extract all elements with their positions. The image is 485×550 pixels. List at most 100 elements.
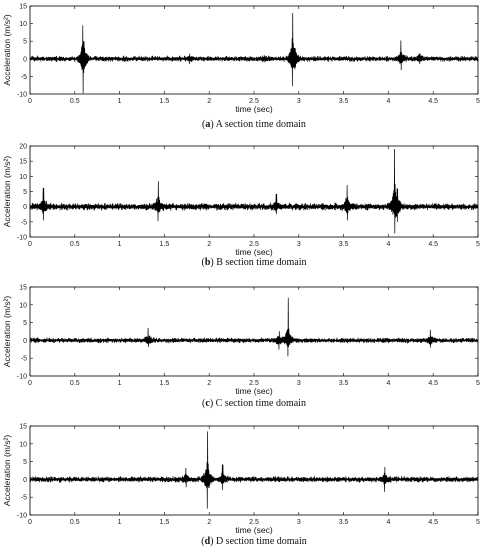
caption-paren: (: [202, 398, 206, 409]
y-tick-label: 0: [23, 56, 27, 63]
signal-series-b: [29, 149, 479, 234]
y-axis-label: Acceleration (m/s²): [2, 156, 12, 227]
x-tick-label: 1.5: [160, 98, 170, 105]
y-tick-label: -10: [17, 513, 27, 520]
y-tick-label: 0: [23, 204, 27, 211]
x-axis-label: time (sec): [235, 386, 272, 396]
x-tick-label: 3: [297, 241, 301, 248]
x-tick-label: 1: [118, 241, 122, 248]
chart-panel-a: 0 0.5 1 1.5 2 2.5 3 3.5 4 4.5 5 -10 -5 0 5 10 15 time (se…: [2, 4, 480, 131]
x-tick-label: 1.5: [160, 380, 170, 387]
x-tick-label: 3.5: [339, 98, 349, 105]
x-tick-label: 0: [28, 380, 32, 387]
x-tick-label: 4: [386, 380, 390, 387]
x-tick-label: 0: [28, 241, 32, 248]
x-tick-label: 0.5: [70, 98, 80, 105]
x-tick-label: 1: [118, 519, 122, 526]
y-tick-label: 5: [23, 39, 27, 46]
chart-panel-d: 0 0.5 1 1.5 2 2.5 3 3.5 4 4.5 5 -10 -5 0 5 10 15 time (se…: [2, 424, 480, 548]
chart-panel-c: 0 0.5 1 1.5 2 2.5 3 3.5 4 4.5 5 -10 -5 0 5 10 15 time (se…: [2, 285, 480, 410]
y-tick-label: 10: [19, 302, 27, 309]
x-tick-label: 3.5: [339, 241, 349, 248]
x-tick-label: 2: [207, 380, 211, 387]
chart-panel-b: 0 0.5 1 1.5 2 2.5 3 3.5 4 4.5 5 -10 -5 0 5 10 15 20 time (…: [2, 144, 480, 269]
x-tick-label: 2: [207, 241, 211, 248]
x-axis-label: time (sec): [235, 104, 272, 114]
x-tick-label: 3.5: [339, 380, 349, 387]
y-tick-label: 15: [19, 285, 27, 292]
x-tick-label: 1: [118, 98, 122, 105]
caption-paren: (: [202, 257, 206, 268]
x-tick-label: 0: [28, 519, 32, 526]
x-tick-label: 5: [476, 519, 480, 526]
x-tick-label: 2.5: [249, 98, 259, 105]
x-tick-label: 4.5: [428, 519, 438, 526]
panel-caption: (b) B section time domain: [202, 257, 307, 268]
x-tick-label: 3: [297, 98, 301, 105]
y-tick-label: 15: [19, 4, 27, 11]
y-tick-label: -10: [17, 374, 27, 381]
y-tick-label: 10: [19, 174, 27, 181]
caption-letter: a: [205, 119, 210, 130]
x-tick-label: 3: [297, 380, 301, 387]
x-tick-label: 1.5: [160, 519, 170, 526]
x-tick-label: 2.5: [249, 519, 259, 526]
x-tick-label: 4.5: [428, 98, 438, 105]
panel-caption: (c) C section time domain: [202, 398, 306, 409]
y-tick-label: -5: [21, 74, 27, 81]
y-tick-label: 0: [23, 477, 27, 484]
caption-text: ) C section time domain: [210, 398, 306, 409]
y-tick-label: 10: [19, 441, 27, 448]
x-tick-label: 5: [476, 241, 480, 248]
y-tick-label: -5: [21, 495, 27, 502]
signal-series-d: [29, 431, 479, 509]
plot-frame: [29, 5, 479, 95]
caption-paren: (: [201, 536, 205, 547]
caption-letter: c: [205, 398, 210, 409]
x-tick-label: 0: [28, 98, 32, 105]
x-tick-label: 1.5: [160, 241, 170, 248]
x-tick-label: 4.5: [428, 380, 438, 387]
plot-frame: [29, 286, 479, 377]
y-tick-label: 5: [23, 320, 27, 327]
caption-paren: (: [202, 119, 206, 130]
y-axis-label: Acceleration (m/s²): [2, 14, 12, 85]
x-tick-label: 4: [386, 519, 390, 526]
x-tick-label: 4: [386, 241, 390, 248]
y-tick-label: -10: [17, 92, 27, 99]
signal-series-c: [29, 297, 479, 357]
y-tick-label: 0: [23, 338, 27, 345]
caption-letter: b: [205, 257, 211, 268]
y-tick-label: 15: [19, 424, 27, 431]
x-tick-label: 3.5: [339, 519, 349, 526]
x-tick-label: 0.5: [70, 241, 80, 248]
y-axis-label: Acceleration (m/s²): [2, 435, 12, 506]
plot-frame: [29, 425, 479, 516]
x-tick-label: 0.5: [70, 519, 80, 526]
signal-series-a: [29, 12, 479, 94]
x-axis-label: time (sec): [235, 525, 272, 535]
x-tick-label: 5: [476, 380, 480, 387]
caption-text: ) B section time domain: [210, 257, 306, 268]
y-tick-label: 20: [19, 144, 27, 151]
x-tick-label: 2.5: [249, 380, 259, 387]
x-tick-label: 5: [476, 98, 480, 105]
x-tick-label: 2.5: [249, 241, 259, 248]
x-axis-label: time (sec): [235, 247, 272, 257]
y-tick-label: -5: [21, 356, 27, 363]
plot-frame: [29, 145, 479, 238]
y-tick-label: 5: [23, 189, 27, 196]
panel-caption: (a) A section time domain: [202, 119, 306, 130]
y-tick-label: -5: [21, 219, 27, 226]
y-tick-label: 15: [19, 159, 27, 166]
x-tick-label: 4: [386, 98, 390, 105]
y-tick-label: 5: [23, 459, 27, 466]
y-tick-label: -10: [17, 235, 27, 242]
caption-letter: d: [205, 536, 211, 547]
panel-caption: (d) D section time domain: [201, 536, 307, 547]
caption-text: ) D section time domain: [210, 536, 307, 547]
x-tick-label: 0.5: [70, 380, 80, 387]
y-tick-label: 10: [19, 21, 27, 28]
x-tick-label: 3: [297, 519, 301, 526]
